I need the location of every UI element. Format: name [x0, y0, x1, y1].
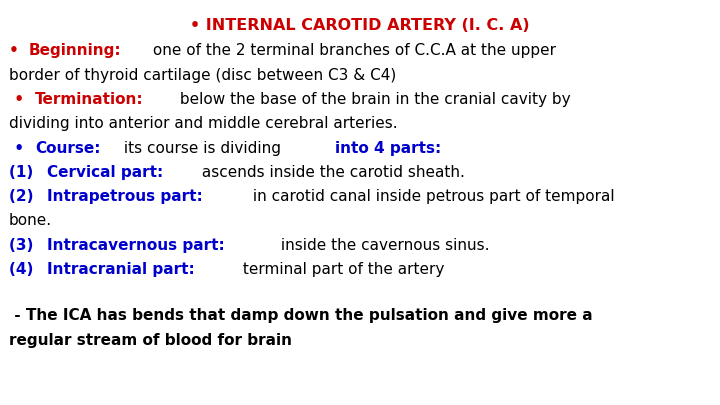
Text: •: • [9, 43, 24, 58]
Text: its course is dividing: its course is dividing [120, 141, 287, 156]
Text: below the base of the brain in the cranial cavity by: below the base of the brain in the crani… [175, 92, 571, 107]
Text: (3): (3) [9, 238, 38, 253]
Text: inside the cavernous sinus.: inside the cavernous sinus. [276, 238, 490, 253]
Text: Intracavernous part:: Intracavernous part: [47, 238, 225, 253]
Text: border of thyroid cartilage (disc between C3 & C4): border of thyroid cartilage (disc betwee… [9, 68, 396, 83]
Text: Beginning:: Beginning: [28, 43, 121, 58]
Text: bone.: bone. [9, 213, 52, 228]
Text: Intrapetrous part:: Intrapetrous part: [47, 189, 203, 204]
Text: regular stream of blood for brain: regular stream of blood for brain [9, 333, 292, 348]
Text: Cervical part:: Cervical part: [47, 165, 163, 180]
Text: one of the 2 terminal branches of C.C.A at the upper: one of the 2 terminal branches of C.C.A … [148, 43, 556, 58]
Text: • INTERNAL CAROTID ARTERY (I. C. A): • INTERNAL CAROTID ARTERY (I. C. A) [190, 18, 530, 33]
Text: into 4 parts:: into 4 parts: [335, 141, 441, 156]
Text: (4): (4) [9, 262, 38, 277]
Text: Termination:: Termination: [35, 92, 143, 107]
Text: (1): (1) [9, 165, 38, 180]
Text: Course:: Course: [35, 141, 100, 156]
Text: dividing into anterior and middle cerebral arteries.: dividing into anterior and middle cerebr… [9, 116, 397, 131]
Text: •: • [9, 141, 29, 156]
Text: terminal part of the artery: terminal part of the artery [238, 262, 444, 277]
Text: Intracranial part:: Intracranial part: [47, 262, 194, 277]
Text: •: • [9, 92, 29, 107]
Text: in carotid canal inside petrous part of temporal: in carotid canal inside petrous part of … [248, 189, 615, 204]
Text: ascends inside the carotid sheath.: ascends inside the carotid sheath. [197, 165, 464, 180]
Text: (2): (2) [9, 189, 38, 204]
Text: - The ICA has bends that damp down the pulsation and give more a: - The ICA has bends that damp down the p… [9, 308, 593, 323]
